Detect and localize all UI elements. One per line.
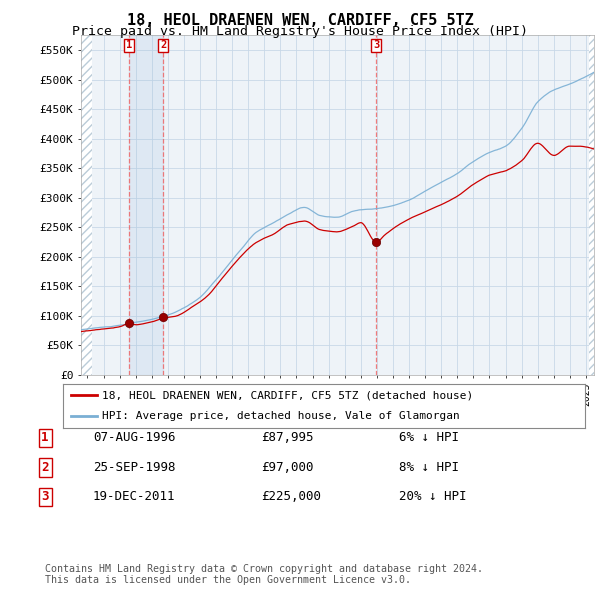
Text: £225,000: £225,000	[261, 490, 321, 503]
Text: 18, HEOL DRAENEN WEN, CARDIFF, CF5 5TZ: 18, HEOL DRAENEN WEN, CARDIFF, CF5 5TZ	[127, 13, 473, 28]
Text: 3: 3	[373, 41, 379, 51]
Text: 2: 2	[160, 41, 166, 51]
Text: 3: 3	[41, 490, 49, 503]
Text: 19-DEC-2011: 19-DEC-2011	[93, 490, 176, 503]
Text: 8% ↓ HPI: 8% ↓ HPI	[399, 461, 459, 474]
Bar	[129, 35, 163, 375]
Text: Contains HM Land Registry data © Crown copyright and database right 2024.
This d: Contains HM Land Registry data © Crown c…	[45, 563, 483, 585]
Text: 18, HEOL DRAENEN WEN, CARDIFF, CF5 5TZ (detached house): 18, HEOL DRAENEN WEN, CARDIFF, CF5 5TZ (…	[102, 391, 473, 401]
Text: 6% ↓ HPI: 6% ↓ HPI	[399, 431, 459, 444]
Text: 25-SEP-1998: 25-SEP-1998	[93, 461, 176, 474]
Text: Price paid vs. HM Land Registry's House Price Index (HPI): Price paid vs. HM Land Registry's House …	[72, 25, 528, 38]
Text: 2: 2	[41, 461, 49, 474]
Text: 1: 1	[126, 41, 132, 51]
Polygon shape	[81, 35, 92, 375]
Text: £97,000: £97,000	[261, 461, 314, 474]
Text: 1: 1	[41, 431, 49, 444]
Text: HPI: Average price, detached house, Vale of Glamorgan: HPI: Average price, detached house, Vale…	[102, 411, 460, 421]
Polygon shape	[589, 35, 594, 375]
Text: 07-AUG-1996: 07-AUG-1996	[93, 431, 176, 444]
Text: £87,995: £87,995	[261, 431, 314, 444]
Text: 20% ↓ HPI: 20% ↓ HPI	[399, 490, 467, 503]
